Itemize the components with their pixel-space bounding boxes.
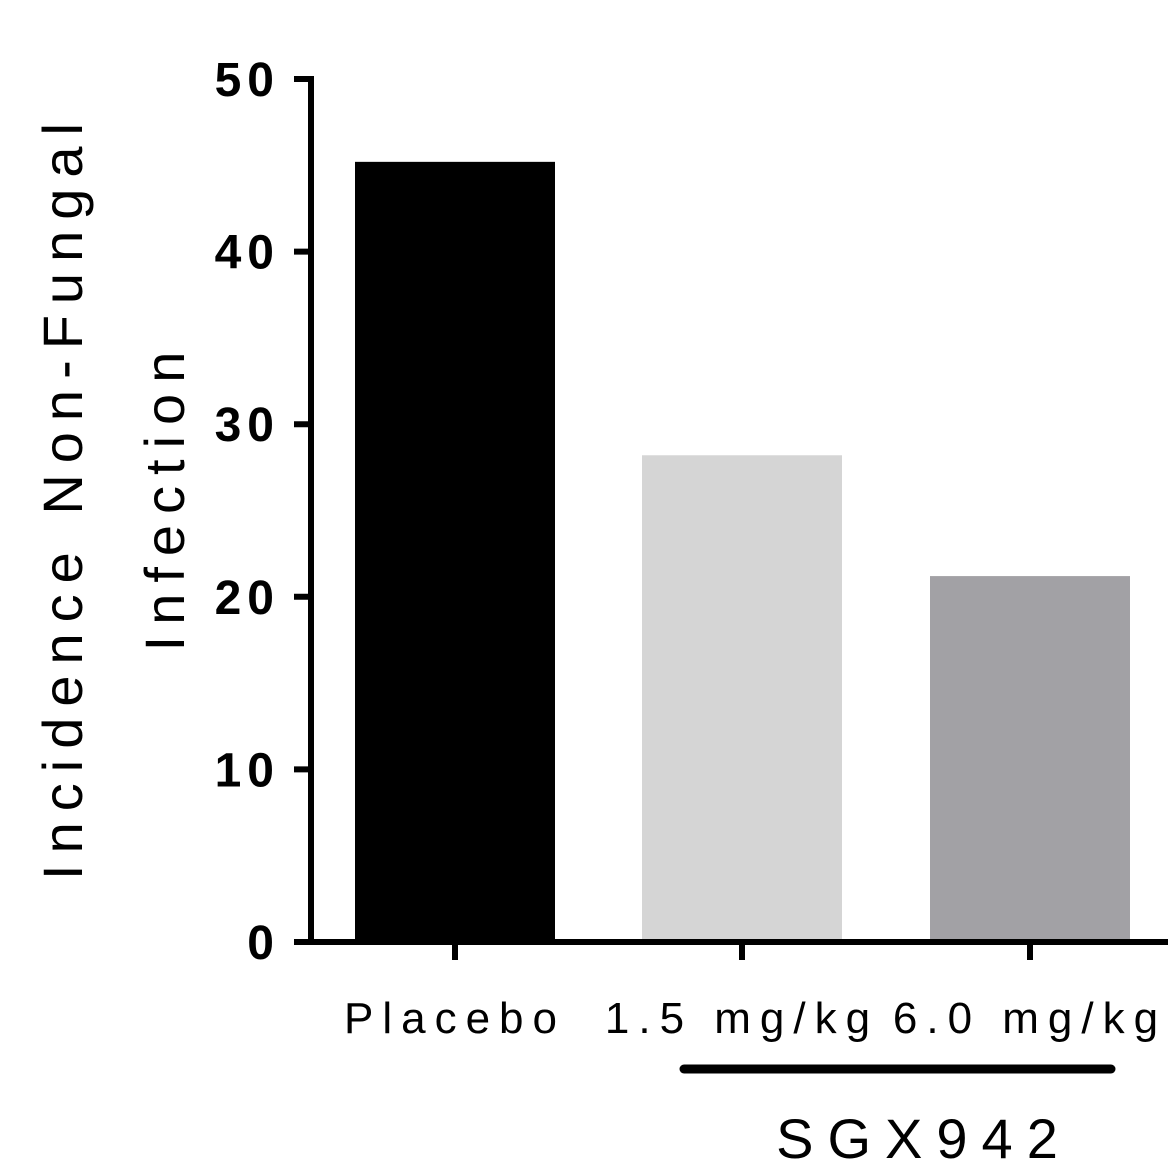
y-ticks-layer: 0 10 20 30 40 50 [215, 54, 311, 970]
y-tick-label: 0 [247, 917, 280, 970]
x-category-label: 6.0 mg/kg [893, 994, 1167, 1043]
y-axis-title-line-2: Infection [133, 341, 196, 652]
x-ticks-layer: Placebo 1.5 mg/kg 6.0 mg/kg [344, 942, 1167, 1043]
y-tick-label: 30 [215, 399, 280, 452]
y-tick-label: 20 [215, 572, 280, 625]
bar-0 [355, 161, 555, 942]
y-tick-label: 40 [215, 227, 280, 280]
group-label: SGX942 [776, 1107, 1072, 1161]
axes-layer [294, 76, 1168, 945]
bar-2 [930, 576, 1130, 942]
y-axis-title-line-1: Incidence Non-Fungal [31, 112, 94, 880]
y-tick-label: 50 [215, 54, 280, 107]
bar-1 [642, 455, 842, 942]
x-category-label: 1.5 mg/kg [605, 994, 879, 1043]
bars-layer [355, 161, 1130, 942]
y-tick-label: 10 [215, 744, 280, 797]
x-category-label: Placebo [344, 994, 566, 1043]
